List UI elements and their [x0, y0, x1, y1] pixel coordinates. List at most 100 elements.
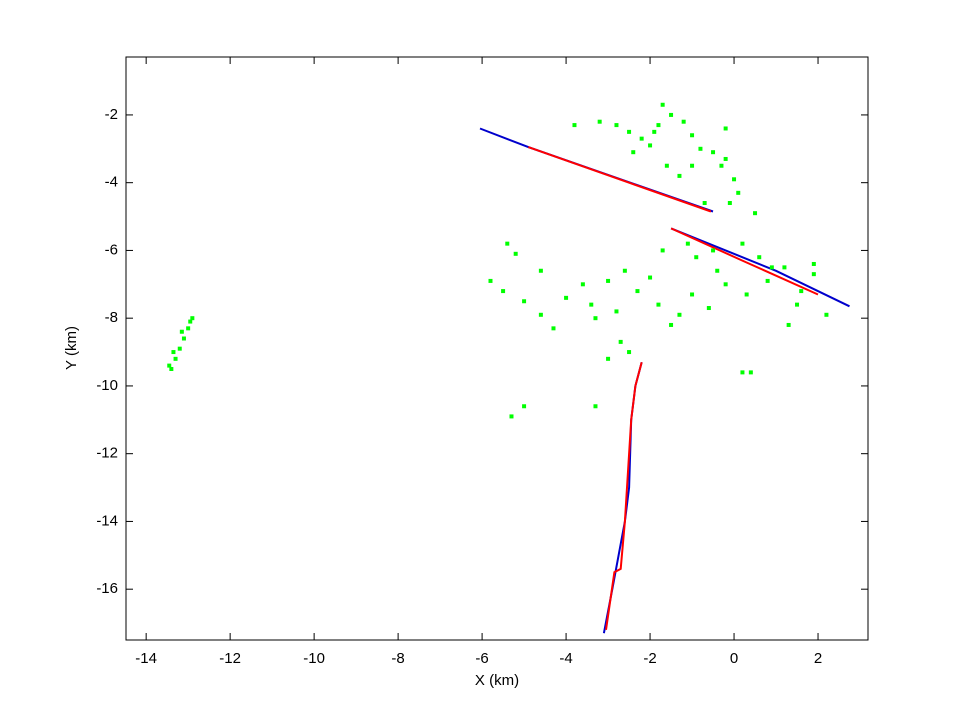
point: [167, 363, 172, 368]
point: [169, 366, 174, 371]
point: [732, 177, 737, 182]
point: [627, 350, 632, 355]
point: [593, 316, 598, 321]
point: [748, 370, 753, 375]
point: [723, 156, 728, 161]
point: [181, 336, 186, 341]
axes-box: [125, 56, 869, 641]
point: [769, 265, 774, 270]
point: [639, 136, 644, 141]
point: [656, 302, 661, 307]
point: [614, 309, 619, 314]
point: [669, 322, 674, 327]
point: [618, 339, 623, 344]
x-tick-label: -4: [559, 650, 572, 667]
point: [685, 241, 690, 246]
point: [669, 112, 674, 117]
point: [711, 248, 716, 253]
line: [527, 146, 819, 630]
point: [660, 248, 665, 253]
point: [719, 163, 724, 168]
point: [186, 326, 191, 331]
point: [690, 292, 695, 297]
point: [648, 275, 653, 280]
point: [173, 356, 178, 361]
point: [572, 123, 577, 128]
point: [744, 292, 749, 297]
point: [698, 146, 703, 151]
point: [711, 150, 716, 155]
y-tick-label: -14: [96, 512, 118, 529]
y-tick-label: -12: [96, 445, 118, 462]
point: [580, 282, 585, 287]
point: [627, 129, 632, 134]
y-tick-label: -10: [96, 377, 118, 394]
point: [681, 119, 686, 124]
y-axis-label: Y (km): [63, 326, 80, 370]
point: [690, 163, 695, 168]
x-axis-label: X (km): [475, 672, 519, 689]
point: [706, 306, 711, 311]
point: [648, 143, 653, 148]
point: [765, 278, 770, 283]
point: [795, 302, 800, 307]
point: [723, 126, 728, 131]
x-tick-label: -2: [643, 650, 656, 667]
point: [740, 241, 745, 246]
x-tick-label: 2: [814, 650, 822, 667]
point: [635, 289, 640, 294]
point: [727, 201, 732, 206]
x-tick-label: -14: [135, 650, 157, 667]
point: [740, 370, 745, 375]
point: [513, 251, 518, 256]
point: [522, 404, 527, 409]
y-tick-label: -4: [105, 174, 118, 191]
point: [606, 278, 611, 283]
point: [799, 289, 804, 294]
point: [694, 255, 699, 260]
point: [501, 289, 506, 294]
point: [593, 404, 598, 409]
x-tick-label: -10: [303, 650, 325, 667]
x-tick-label: -6: [475, 650, 488, 667]
point: [622, 268, 627, 273]
point: [736, 190, 741, 195]
point: [811, 272, 816, 277]
y-tick-label: -2: [105, 106, 118, 123]
point: [786, 322, 791, 327]
point: [690, 133, 695, 138]
point: [660, 102, 665, 107]
point: [614, 123, 619, 128]
point: [505, 241, 510, 246]
point: [509, 414, 514, 419]
point: [652, 129, 657, 134]
point: [188, 319, 193, 324]
x-tick-label: -8: [391, 650, 404, 667]
point: [551, 326, 556, 331]
point: [656, 123, 661, 128]
point: [757, 255, 762, 260]
point: [664, 163, 669, 168]
point: [753, 211, 758, 216]
y-tick-label: -6: [105, 241, 118, 258]
point: [677, 312, 682, 317]
point: [538, 312, 543, 317]
point: [564, 295, 569, 300]
point: [631, 150, 636, 155]
point: [677, 173, 682, 178]
point: [190, 316, 195, 321]
point: [782, 265, 787, 270]
y-tick-label: -16: [96, 580, 118, 597]
point: [824, 312, 829, 317]
point: [171, 350, 176, 355]
point: [488, 278, 493, 283]
point: [723, 282, 728, 287]
point: [811, 261, 816, 266]
point: [589, 302, 594, 307]
point: [702, 201, 707, 206]
point: [715, 268, 720, 273]
x-tick-label: 0: [730, 650, 738, 667]
y-tick-label: -8: [105, 309, 118, 326]
